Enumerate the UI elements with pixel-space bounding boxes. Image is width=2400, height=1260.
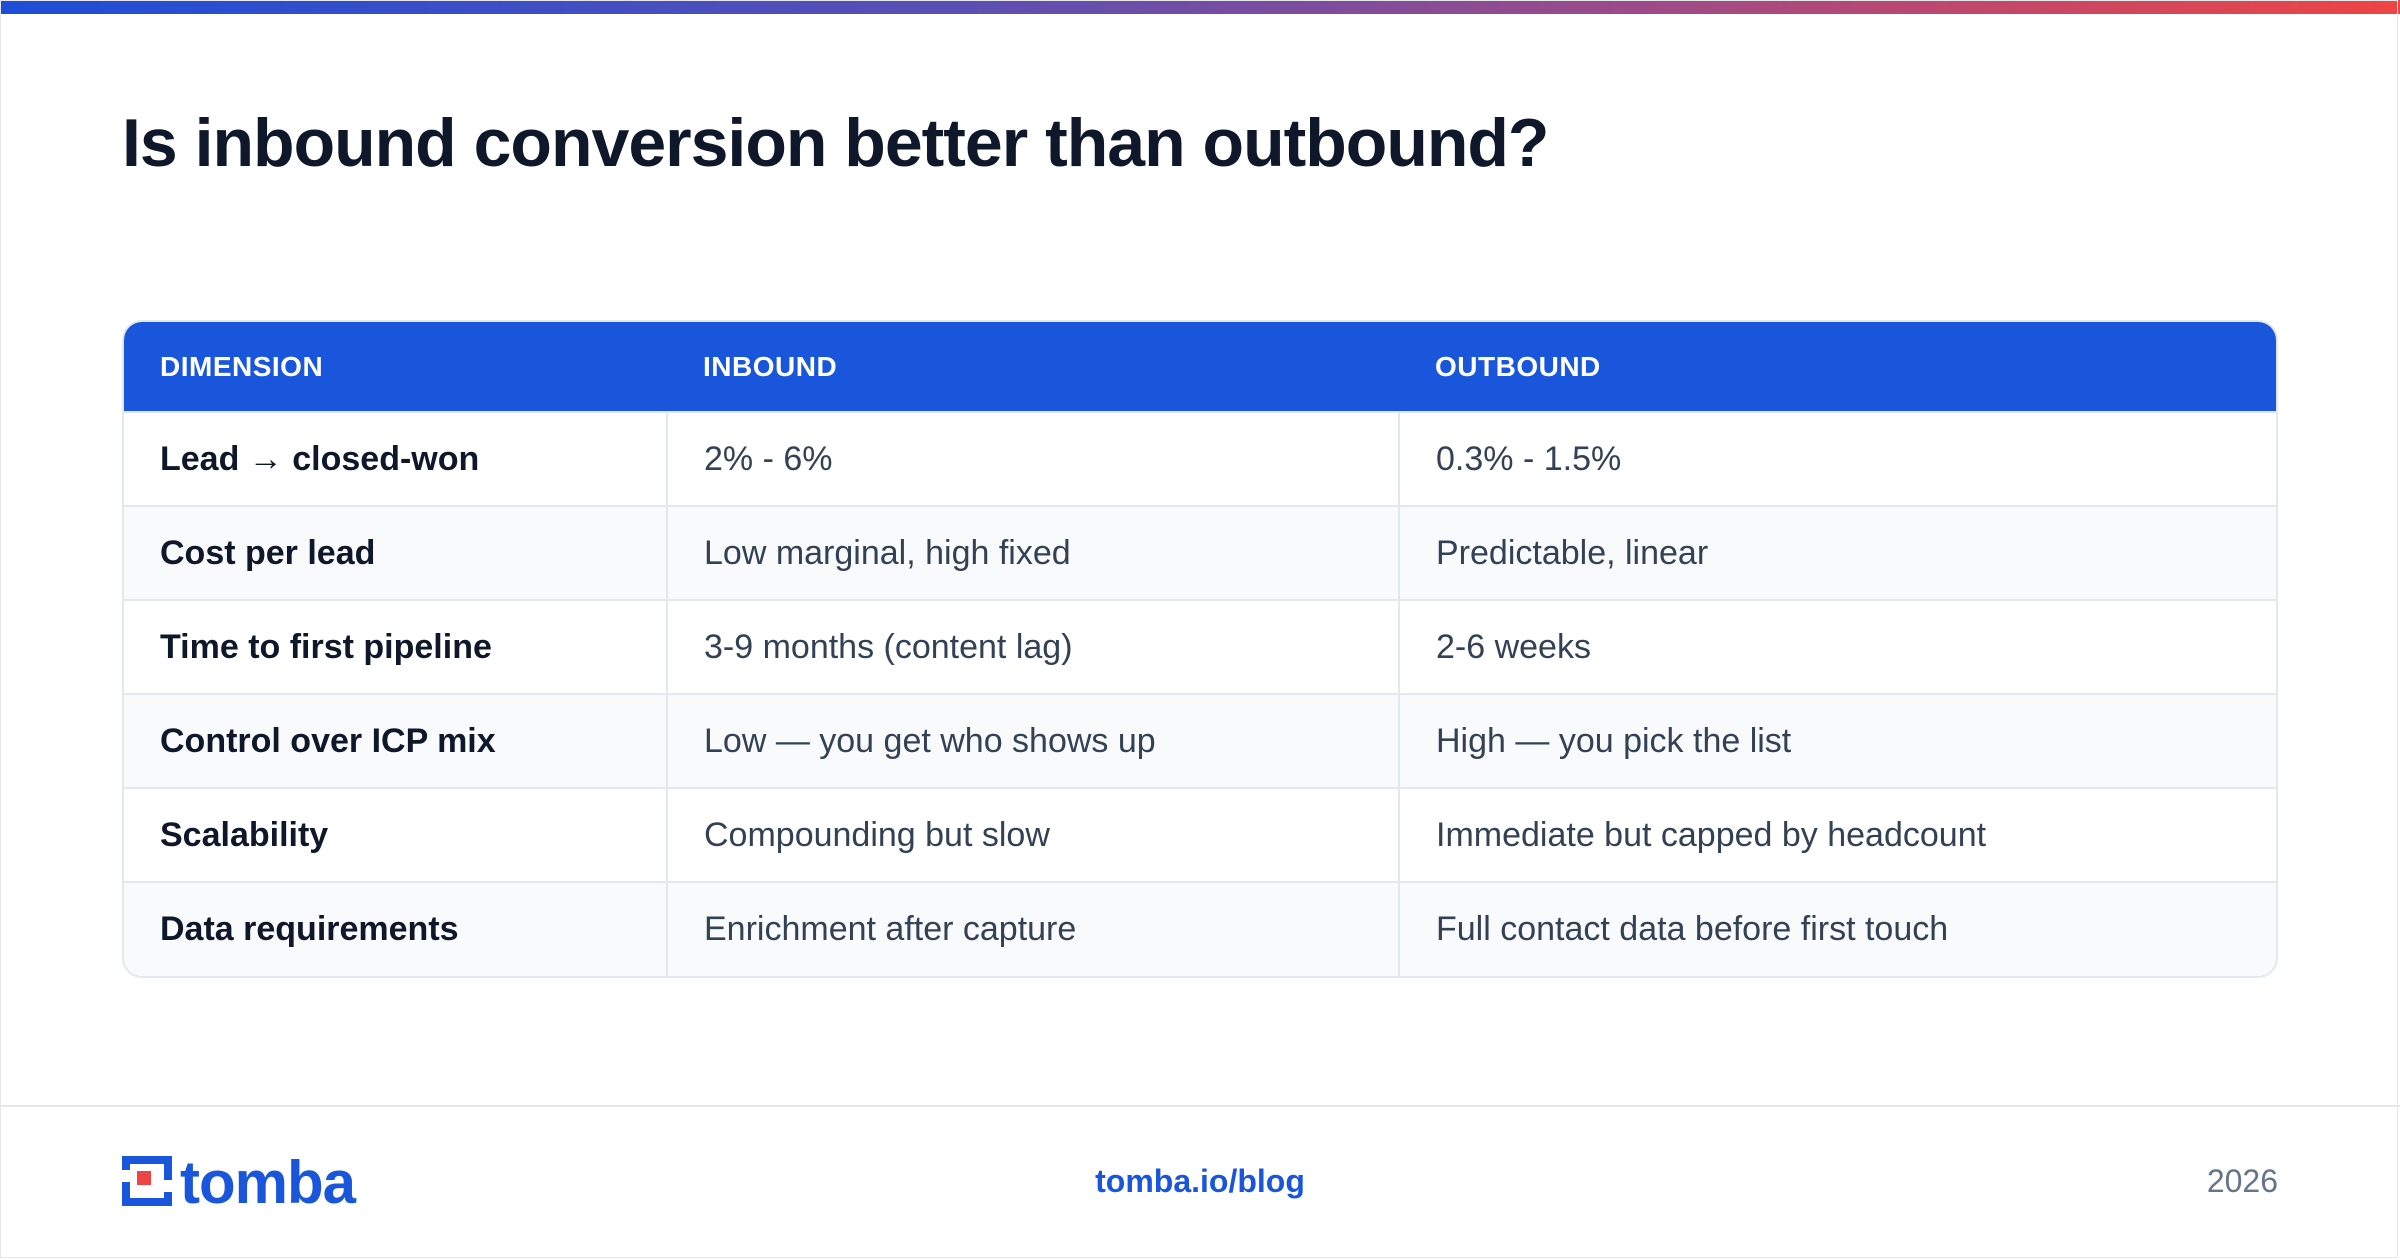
tomba-logo[interactable]: tomba <box>122 1149 356 1216</box>
cell-outbound: 2-6 weeks <box>1398 599 2276 694</box>
comparison-table: DIMENSION INBOUND OUTBOUND Lead → closed… <box>122 320 2278 978</box>
table-row: Cost per lead Low marginal, high fixed P… <box>124 505 2276 600</box>
cell-dimension: Scalability <box>124 787 667 882</box>
header-inbound: INBOUND <box>667 322 1399 412</box>
logo-wordmark: tomba <box>180 1149 356 1216</box>
table-row: Time to first pipeline 3-9 months (conte… <box>124 599 2276 694</box>
table-row: Scalability Compounding but slow Immedia… <box>124 787 2276 882</box>
cell-inbound: Enrichment after capture <box>666 881 1399 976</box>
cell-outbound: Full contact data before first touch <box>1398 881 2276 976</box>
page-title: Is inbound conversion better than outbou… <box>122 105 1549 181</box>
cell-dimension: Control over ICP mix <box>124 693 667 788</box>
footer-divider <box>0 1105 2400 1107</box>
cell-outbound: 0.3% - 1.5% <box>1398 411 2276 506</box>
cell-inbound: Low — you get who shows up <box>666 693 1399 788</box>
top-gradient-bar <box>0 0 2400 14</box>
cell-outbound: High — you pick the list <box>1398 693 2276 788</box>
cell-outbound: Immediate but capped by headcount <box>1398 787 2276 882</box>
tomba-logo-icon <box>122 1155 172 1211</box>
table-row: Lead → closed-won 2% - 6% 0.3% - 1.5% <box>124 411 2276 506</box>
cell-inbound: 2% - 6% <box>666 411 1399 506</box>
cell-dimension: Time to first pipeline <box>124 599 667 694</box>
cell-inbound: Low marginal, high fixed <box>666 505 1399 600</box>
header-outbound: OUTBOUND <box>1399 322 2276 412</box>
cell-dimension: Cost per lead <box>124 505 667 600</box>
cell-dimension: Lead → closed-won <box>124 411 667 506</box>
table-row: Control over ICP mix Low — you get who s… <box>124 693 2276 788</box>
table-row: Data requirements Enrichment after captu… <box>124 881 2276 976</box>
header-dimension: DIMENSION <box>124 322 667 412</box>
table-header-row: DIMENSION INBOUND OUTBOUND <box>124 322 2276 412</box>
cell-inbound: Compounding but slow <box>666 787 1399 882</box>
cell-inbound: 3-9 months (content lag) <box>666 599 1399 694</box>
cell-outbound: Predictable, linear <box>1398 505 2276 600</box>
footer-year: 2026 <box>2206 1163 2278 1199</box>
cell-dimension: Data requirements <box>124 881 667 976</box>
footer-blog-link[interactable]: tomba.io/blog <box>1095 1163 1305 1199</box>
